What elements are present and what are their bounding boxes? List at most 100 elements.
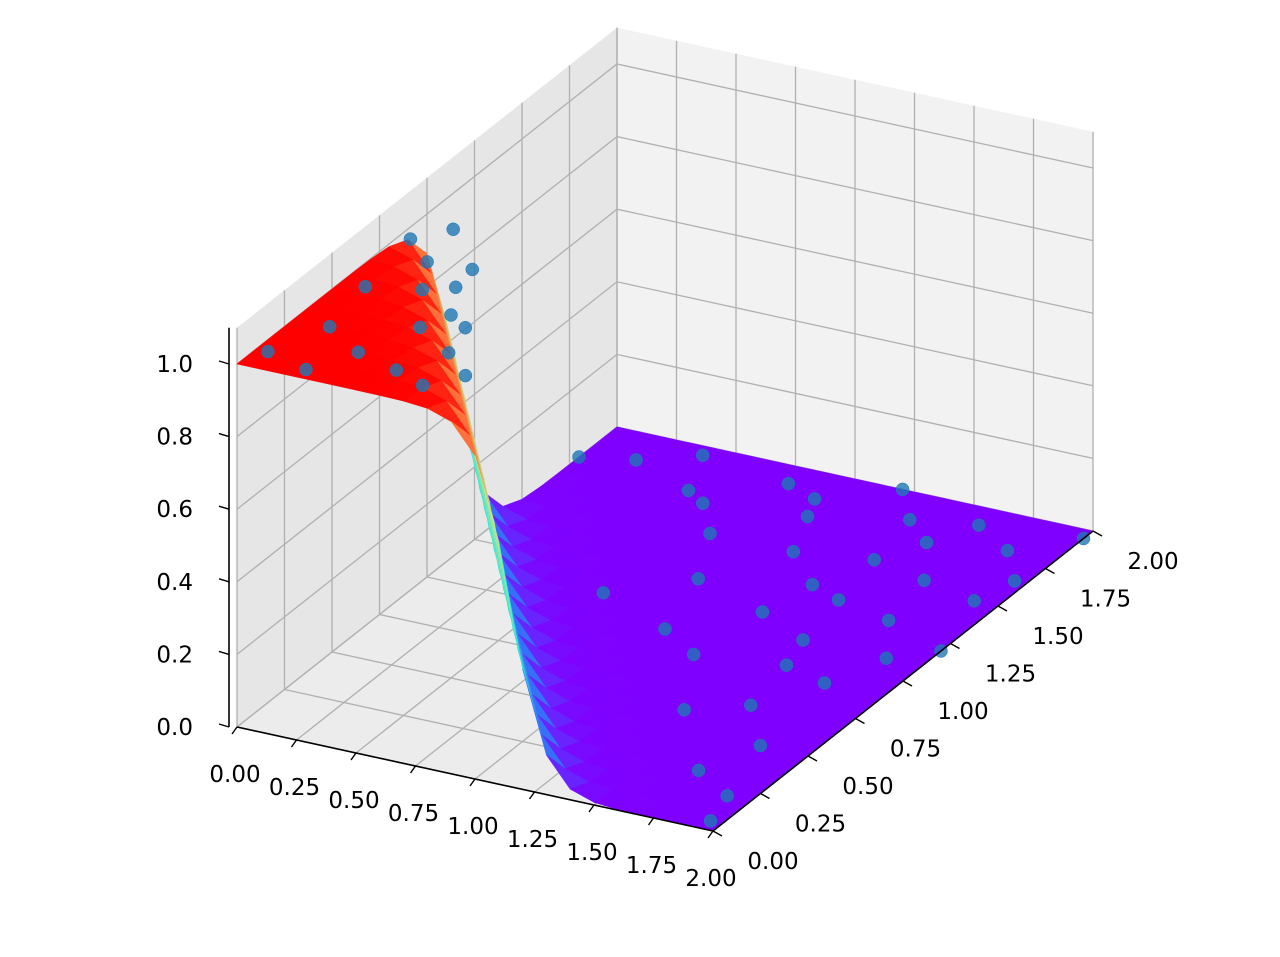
grid-line-z (236, 281, 1094, 583)
scatter-point (805, 577, 820, 592)
grid-line-z (236, 208, 1094, 510)
y-tick (807, 755, 818, 762)
scatter-point (720, 789, 734, 803)
z-tick-label: 1.0 (156, 352, 193, 378)
x-tick-label: 1.50 (566, 840, 617, 866)
z-tick-label: 0.6 (156, 497, 193, 523)
grid-line-z (236, 63, 1094, 365)
x-tick (231, 726, 238, 735)
y-tick-label: 1.00 (937, 699, 988, 725)
scatter-point (403, 232, 418, 246)
z-tick-label: 0.4 (156, 570, 193, 596)
scatter-point (919, 535, 934, 550)
y-tick (760, 792, 770, 800)
scatter-point (441, 346, 456, 360)
y-tick (997, 605, 1008, 612)
y-tick-label: 1.25 (985, 662, 1036, 688)
scatter-point (967, 594, 981, 608)
y-tick-label: 0.25 (795, 812, 846, 838)
scatter-point (831, 593, 846, 607)
y-tick (950, 642, 960, 650)
scatter-point (351, 345, 366, 359)
scatter-point (465, 262, 480, 277)
scatter-point (446, 222, 460, 237)
scatter-point (681, 483, 696, 498)
scatter-point (596, 586, 611, 600)
scatter-point (1007, 574, 1022, 588)
scatter-point (917, 573, 931, 588)
z-tick (218, 360, 230, 365)
x-tick-label: 2.00 (685, 866, 736, 892)
scatter-point (389, 363, 404, 377)
scatter-point (703, 814, 718, 828)
x-tick (647, 817, 655, 826)
scatter-point (629, 453, 643, 467)
scatter-point (867, 553, 881, 567)
scatter-point (817, 676, 832, 690)
scatter-point (781, 476, 796, 491)
scatter-point (1000, 543, 1015, 558)
scatter-point (420, 255, 434, 269)
scatter-point (458, 368, 473, 383)
x-tick-label: 0.50 (328, 788, 379, 814)
x-tick (469, 778, 476, 787)
scatter-point (686, 647, 701, 662)
x-tick-label: 1.25 (507, 827, 558, 853)
x-tick (528, 791, 536, 800)
z-tick-label: 0.0 (156, 715, 193, 741)
x-tick (409, 765, 417, 774)
tick-labels: 0.00 0.25 0.50 0.75 1.00 1.25 1.50 1.75 2.000.00… (156, 352, 1178, 892)
x-tick-label: 0.00 (209, 762, 260, 788)
y-tick-label: 2.00 (1127, 549, 1178, 575)
scatter-point (261, 344, 275, 359)
grid-line-z (236, 353, 1094, 655)
scatter-point (458, 320, 473, 335)
z-tick (218, 578, 230, 583)
z-tick (218, 505, 230, 510)
x-tick-label: 0.75 (388, 801, 439, 827)
x-tick-label: 0.25 (269, 775, 320, 801)
scatter-point (881, 613, 896, 628)
scatter-point (448, 280, 463, 295)
scatter-point (677, 703, 691, 717)
x-tick (588, 804, 595, 813)
surface-mesh (236, 239, 1094, 832)
x-tick (350, 752, 357, 761)
scatter-point (972, 518, 986, 532)
y-tick-label: 0.75 (890, 737, 941, 763)
y-tick (902, 680, 913, 687)
x-tick-label: 1.00 (447, 814, 498, 840)
scatter-point (691, 763, 706, 778)
y-tick (712, 830, 723, 837)
scatter-point (903, 512, 917, 527)
scatter-point (703, 526, 717, 541)
scatter-point (753, 738, 768, 753)
scatter-point (691, 572, 705, 586)
scatter-point (413, 320, 427, 335)
scatter-point (658, 622, 672, 636)
z-tick-label: 0.2 (156, 642, 193, 668)
scatter-point (807, 492, 822, 506)
x-tick (290, 739, 298, 748)
y-tick (1045, 567, 1055, 575)
y-tick-label: 1.75 (1080, 587, 1131, 613)
scatter-point (786, 544, 801, 559)
z-tick (218, 650, 230, 656)
scatter-point (755, 605, 770, 619)
y-tick-label: 1.50 (1032, 624, 1083, 650)
scatter-point (696, 496, 710, 510)
scatter-point (800, 509, 815, 524)
y-tick (1092, 530, 1103, 537)
scatter-point (299, 362, 313, 377)
scatter-point (415, 378, 430, 393)
scatter-point (744, 698, 758, 712)
scatter-point (572, 450, 586, 464)
scatter-point (695, 448, 710, 463)
x-tick-label: 1.75 (626, 853, 677, 879)
scatter-point (322, 320, 337, 334)
y-tick-label: 0.00 (747, 849, 798, 875)
scatter-point (879, 651, 894, 665)
x-tick (707, 830, 714, 839)
